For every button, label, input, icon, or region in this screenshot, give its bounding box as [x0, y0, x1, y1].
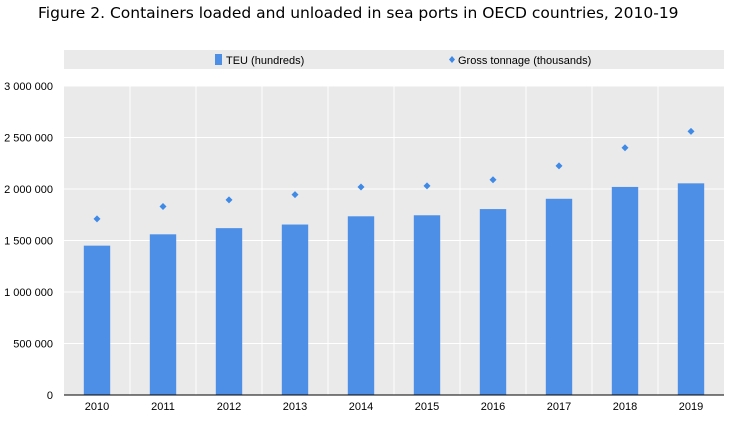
marker-gross-tonnage: [555, 162, 563, 170]
x-tick-label: 2017: [547, 401, 571, 413]
bar-teu: [149, 234, 177, 395]
bar-teu: [677, 183, 705, 395]
chart-title: Figure 2. Containers loaded and unloaded…: [38, 4, 679, 22]
bar-teu: [83, 245, 111, 395]
bar-teu: [413, 215, 441, 395]
y-axis: 0 500 000 1 000 000 1 500 000 2 000 000 2 500…: [4, 81, 53, 402]
y-tick-label: 1 000 000: [4, 287, 53, 299]
bar-teu: [479, 209, 507, 395]
x-tick-label: 2019: [679, 401, 703, 413]
legend-label-gross-tonnage: Gross tonnage (thousands): [458, 55, 591, 67]
x-tick-label: 2014: [349, 401, 373, 413]
legend-label-teu: TEU (hundreds): [226, 55, 304, 67]
marker-gross-tonnage: [621, 144, 629, 152]
y-tick-label: 500 000: [13, 339, 53, 351]
x-tick-label: 2010: [85, 401, 109, 413]
y-tick-label: 3 000 000: [4, 81, 53, 93]
marker-gross-tonnage: [687, 127, 695, 135]
y-tick-label: 2 000 000: [4, 184, 53, 196]
legend-swatch-gross-tonnage: [449, 56, 455, 63]
y-tick-label: 2 500 000: [4, 133, 53, 145]
x-tick-label: 2011: [151, 401, 175, 413]
marker-gross-tonnage: [291, 191, 299, 199]
legend-swatch-teu: [215, 54, 222, 65]
x-tick-label: 2012: [217, 401, 241, 413]
legend-item-gross-tonnage: Gross tonnage (thousands): [449, 55, 591, 67]
bar-teu: [215, 228, 243, 395]
y-tick-label: 1 500 000: [4, 236, 53, 248]
legend: TEU (hundreds) Gross tonnage (thousands): [64, 50, 724, 69]
bar-teu: [611, 186, 639, 395]
marker-gross-tonnage: [489, 176, 497, 184]
x-tick-label: 2016: [481, 401, 505, 413]
marker-series: [93, 127, 695, 223]
bar-teu: [281, 224, 309, 395]
bar-teu: [347, 216, 375, 395]
legend-item-teu: TEU (hundreds): [215, 54, 304, 67]
bar-series: [83, 183, 705, 395]
marker-gross-tonnage: [357, 183, 365, 191]
x-tick-label: 2015: [415, 401, 439, 413]
x-axis: 2010 2011 2012 2013 2014 2015 2016 2017 2018 2019: [85, 401, 703, 413]
marker-gross-tonnage: [225, 196, 233, 204]
y-tick-label: 0: [47, 390, 53, 402]
legend-background: [64, 50, 724, 69]
marker-gross-tonnage: [159, 203, 167, 211]
x-tick-label: 2018: [613, 401, 637, 413]
marker-gross-tonnage: [93, 215, 101, 223]
marker-gross-tonnage: [423, 182, 431, 190]
x-tick-label: 2013: [283, 401, 307, 413]
bar-teu: [545, 198, 573, 395]
